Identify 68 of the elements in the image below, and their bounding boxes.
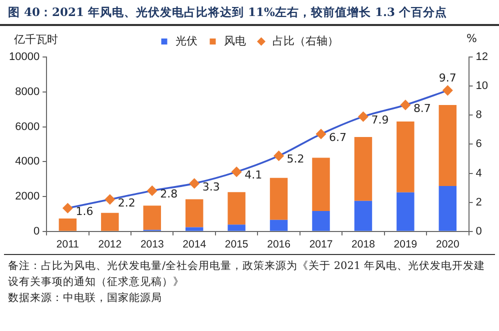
x-tick-label: 2016 [267, 238, 291, 251]
bar [228, 192, 246, 225]
x-tick-label: 2017 [309, 238, 333, 251]
y2-tick-label: 10 [476, 80, 488, 92]
text: 备注：占比为风电、光伏发电量/全社会用电量，政策来源为《关于 2021 年风电、光伏发电开发建设有关事项的通知（征求意见稿）》 [8, 259, 486, 290]
y2-tick-label: 8 [476, 109, 482, 122]
bar [143, 206, 161, 230]
x-tick-label: 2019 [394, 238, 418, 251]
bar [438, 186, 457, 231]
bar [438, 104, 457, 186]
legend-label: 风电 [224, 34, 246, 48]
bar [354, 200, 372, 231]
y2-tick-label: 6 [476, 138, 482, 150]
y-tick-label: 2000 [15, 190, 40, 203]
point [274, 150, 284, 161]
bar [270, 178, 288, 220]
chart-title: 图 40：2021 年风电、光伏发电占比将达到 11%左右，较前值增长 1.3 个百分点 [0, 0, 499, 26]
bar [396, 122, 414, 192]
x-tick-label: 2015 [224, 238, 248, 251]
bar [58, 218, 77, 231]
bar [101, 212, 119, 231]
y-tick-label: 4000 [15, 156, 40, 168]
data-label: 9.7 [438, 71, 456, 84]
bar [185, 199, 204, 228]
data-label: 6.7 [329, 130, 347, 144]
x-tick-label: 2020 [436, 238, 460, 251]
x-tick-label: 2011 [56, 238, 80, 251]
point [400, 100, 410, 110]
y2-tick-label: 4 [476, 167, 482, 180]
data-label: 2.2 [118, 196, 136, 210]
bar [185, 227, 204, 231]
y-tick-label: 0 [33, 225, 40, 238]
y-axis-title: 亿千瓦时 [14, 32, 58, 47]
data-label: 8.7 [413, 102, 431, 115]
data-label: 5.2 [286, 152, 304, 166]
legend-label: 占比（右轴） [272, 34, 338, 48]
point [105, 194, 115, 204]
point [316, 129, 326, 139]
data-label: 2.8 [160, 188, 178, 201]
point [189, 178, 200, 188]
point [442, 86, 453, 96]
point [232, 166, 242, 177]
point [147, 186, 158, 196]
y-tick-label: 10000 [8, 51, 40, 64]
data-label: 7.9 [371, 113, 389, 126]
x-tick-label: 2013 [140, 238, 164, 251]
point [62, 203, 73, 214]
y2-tick-label: 2 [476, 196, 482, 208]
x-tick-label: 2012 [98, 238, 122, 251]
source-note: 数据来源：中电联，国家能源局 [8, 291, 163, 306]
bar [312, 210, 330, 231]
point [358, 112, 368, 122]
data-label: 1.6 [76, 205, 94, 218]
y-tick-label: 6000 [15, 120, 40, 133]
x-tick-label: 2018 [352, 238, 376, 251]
legend-label: 光伏 [175, 34, 198, 48]
y2-axis-title: % [466, 32, 477, 45]
bar [228, 224, 246, 231]
y-tick-label: 8000 [15, 86, 40, 98]
data-label: 3.3 [202, 180, 220, 194]
bar [396, 192, 414, 231]
y2-tick-label: 12 [476, 51, 488, 64]
bar [354, 137, 372, 201]
bar [312, 158, 330, 211]
bar [270, 220, 288, 231]
y2-tick-label: 0 [476, 225, 482, 238]
x-tick-label: 2014 [182, 238, 206, 251]
data-label: 4.1 [244, 168, 262, 182]
